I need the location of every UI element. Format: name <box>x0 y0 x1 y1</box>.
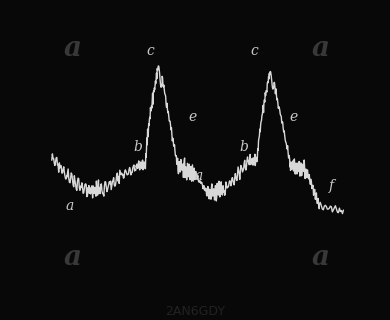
Text: 2AN6GDY: 2AN6GDY <box>165 305 225 318</box>
Text: a: a <box>64 244 82 271</box>
Text: a: a <box>312 244 330 271</box>
Text: f: f <box>329 179 334 193</box>
Text: e: e <box>188 110 197 124</box>
Text: c: c <box>250 44 258 58</box>
Text: a: a <box>64 35 82 62</box>
Text: a: a <box>66 199 74 213</box>
Text: e: e <box>289 110 298 124</box>
Text: a: a <box>194 169 202 183</box>
Text: b: b <box>239 140 248 154</box>
Text: a: a <box>312 35 330 62</box>
Text: b: b <box>133 140 142 154</box>
Text: c: c <box>146 44 154 58</box>
